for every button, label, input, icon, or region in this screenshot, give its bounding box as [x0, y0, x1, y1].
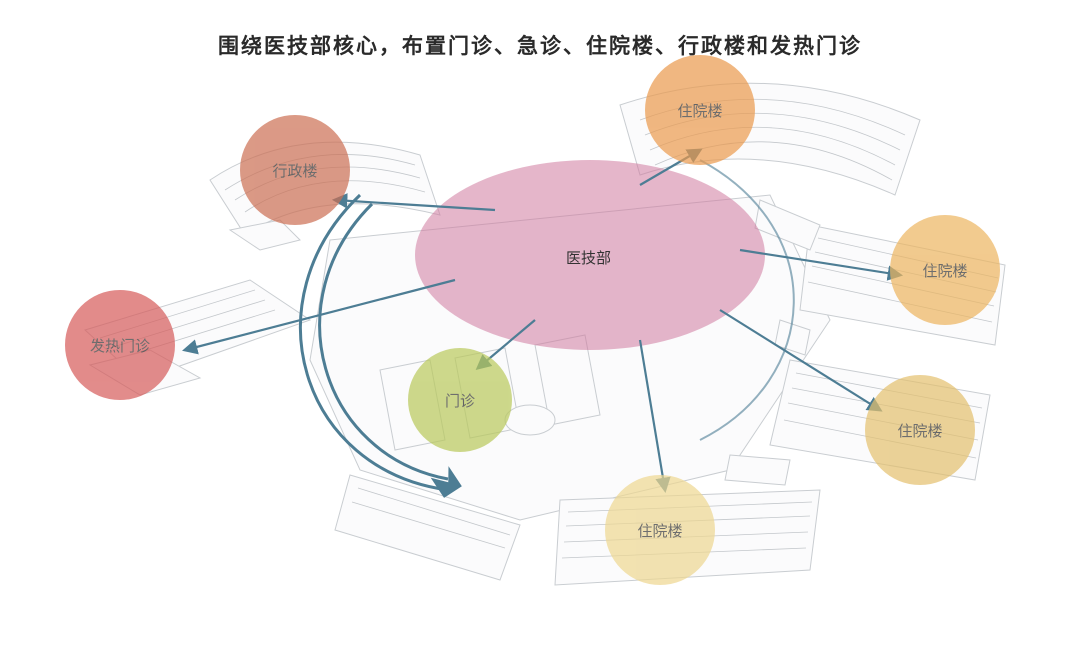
node-label: 发热门诊 [90, 335, 150, 356]
bldg-core-podium [310, 195, 830, 520]
node-label: 住院楼 [637, 520, 682, 541]
node-inpatient1: 住院楼 [645, 55, 755, 165]
node-inpatient2: 住院楼 [890, 215, 1000, 325]
node-inpatient4: 住院楼 [605, 475, 715, 585]
node-label: 住院楼 [677, 100, 722, 121]
node-admin: 行政楼 [240, 115, 350, 225]
node-label: 行政楼 [272, 160, 317, 181]
swirl-arrowhead [428, 464, 464, 500]
node-label: 门诊 [445, 390, 475, 411]
bldg-connectors [725, 200, 820, 485]
swirl-outer [300, 195, 448, 490]
core-label: 医技部 [562, 245, 615, 270]
node-label: 住院楼 [922, 260, 967, 281]
arrow-to-admin [335, 200, 495, 210]
arrow-to-fever [185, 280, 455, 350]
node-fever: 发热门诊 [65, 290, 175, 400]
node-outpatient: 门诊 [408, 348, 512, 452]
node-label: 住院楼 [897, 420, 942, 441]
swirl-upper [700, 160, 794, 440]
arrow-to-inpatient4 [640, 340, 665, 490]
arrow-to-inpatient2 [740, 250, 900, 275]
bldg-south-foot [335, 475, 520, 580]
node-inpatient3: 住院楼 [865, 375, 975, 485]
arrow-to-inpatient3 [720, 310, 880, 410]
page-title: 围绕医技部核心，布置门诊、急诊、住院楼、行政楼和发热门诊 [0, 30, 1080, 60]
